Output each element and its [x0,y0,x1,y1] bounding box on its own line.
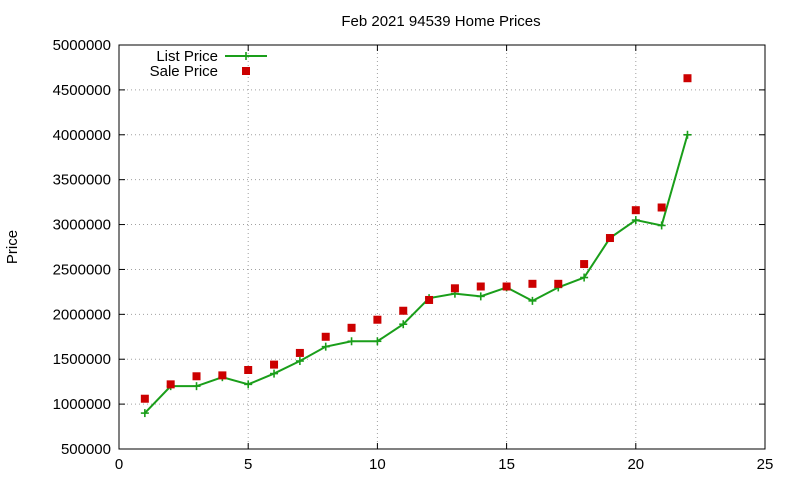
axis-ticks: 0 5 10 15 20 25 500000 1000000 1500000 2000000 250… [53,37,774,473]
sale-price-point [399,306,408,315]
x-tick-label: 20 [627,456,644,473]
series-layer [140,74,692,418]
sale-price-point [321,332,330,341]
chart-title: Feb 2021 94539 Home Prices [341,13,540,30]
x-tick-label: 5 [244,456,252,473]
series-sale-price [140,74,692,403]
plot-frame [118,44,766,450]
y-tick-label: 3500000 [53,172,111,189]
sale-price-point [476,282,485,291]
sale-price-point [657,203,666,212]
y-tick-label: 1500000 [53,351,111,368]
x-tick-label: 0 [115,456,123,473]
sale-price-point [347,323,356,332]
legend-marker [242,67,250,75]
grid [119,45,765,449]
sale-price-point [502,282,511,291]
sale-price-point [450,284,459,293]
sale-price-point [192,372,201,381]
list-price-line [144,134,689,414]
sale-price-point [554,279,563,288]
legend-label: List Price [156,48,218,65]
sale-price-point [425,295,434,304]
y-axis-label: Price [4,230,21,264]
sale-price-point [631,206,640,215]
sale-price-point [295,348,304,357]
y-tick-label: 500000 [61,441,111,458]
y-tick-label: 2500000 [53,261,111,278]
y-tick-label: 2000000 [53,306,111,323]
x-tick-label: 25 [757,456,774,473]
y-tick-label: 1000000 [53,396,111,413]
y-tick-label: 4000000 [53,127,111,144]
sale-price-point [373,315,382,324]
sale-price-point [140,394,149,403]
x-tick-label: 10 [369,456,386,473]
y-tick-label: 5000000 [53,37,111,54]
sale-price-point [580,260,589,269]
sale-price-point [218,371,227,380]
sale-price-point [270,360,279,369]
y-tick-label: 4500000 [53,82,111,99]
x-tick-label: 15 [498,456,515,473]
legend-label: Sale Price [150,63,218,80]
sale-price-point [166,380,175,389]
sale-price-point [244,365,253,374]
y-tick-label: 3000000 [53,217,111,234]
sale-price-point [605,234,614,243]
sale-price-point [683,74,692,83]
sale-price-point [528,279,537,288]
